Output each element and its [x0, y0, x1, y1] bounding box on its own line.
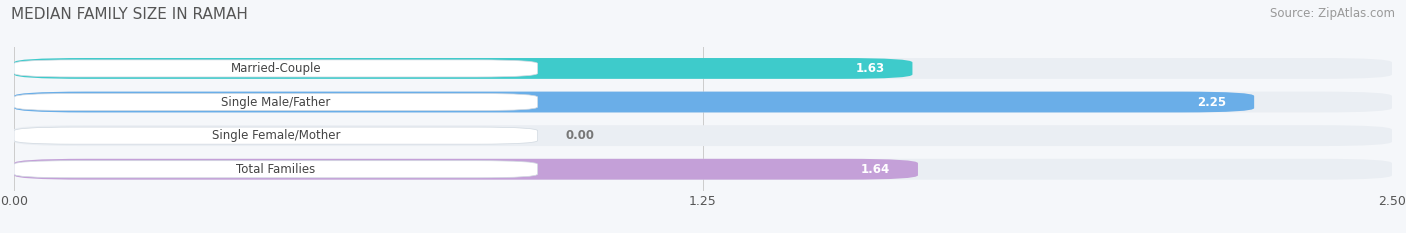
FancyBboxPatch shape	[14, 58, 1392, 79]
Text: Total Families: Total Families	[236, 163, 315, 176]
FancyBboxPatch shape	[14, 159, 1392, 180]
Text: 2.25: 2.25	[1198, 96, 1226, 109]
Text: 1.64: 1.64	[860, 163, 890, 176]
FancyBboxPatch shape	[14, 60, 537, 77]
FancyBboxPatch shape	[14, 92, 1254, 113]
FancyBboxPatch shape	[14, 159, 918, 180]
FancyBboxPatch shape	[14, 127, 537, 144]
FancyBboxPatch shape	[14, 161, 537, 178]
Text: Single Male/Father: Single Male/Father	[221, 96, 330, 109]
Text: MEDIAN FAMILY SIZE IN RAMAH: MEDIAN FAMILY SIZE IN RAMAH	[11, 7, 247, 22]
FancyBboxPatch shape	[14, 58, 912, 79]
Text: Source: ZipAtlas.com: Source: ZipAtlas.com	[1270, 7, 1395, 20]
FancyBboxPatch shape	[14, 125, 1392, 146]
Text: 0.00: 0.00	[565, 129, 595, 142]
FancyBboxPatch shape	[14, 93, 537, 111]
Text: Married-Couple: Married-Couple	[231, 62, 321, 75]
Text: Single Female/Mother: Single Female/Mother	[212, 129, 340, 142]
FancyBboxPatch shape	[14, 92, 1392, 113]
Text: 1.63: 1.63	[856, 62, 884, 75]
